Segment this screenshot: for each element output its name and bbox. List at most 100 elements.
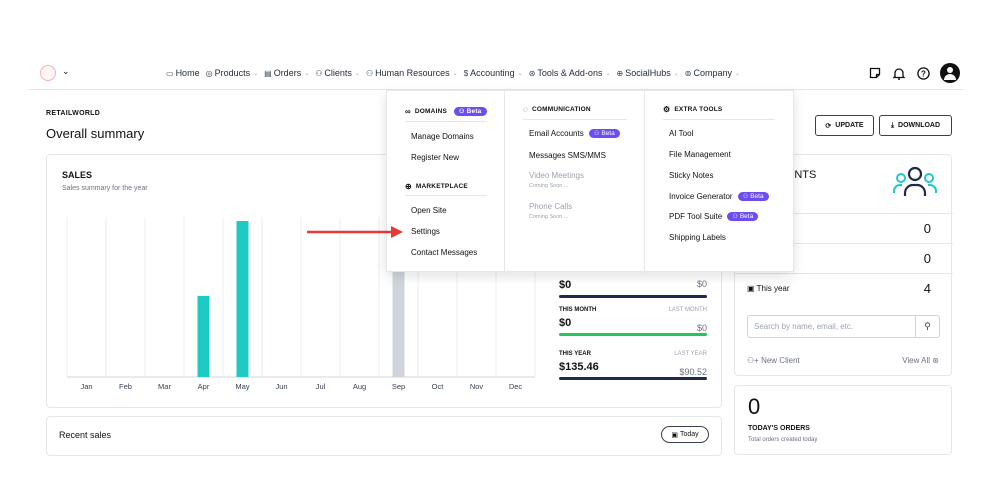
- menu-item-invoice-generator[interactable]: Invoice Generator ⚇ Beta: [669, 192, 769, 202]
- menu-item-email-accounts[interactable]: Email Accounts ⚇ Beta: [529, 129, 620, 139]
- beta-label: Beta: [750, 193, 764, 201]
- bell-icon[interactable]: [892, 66, 906, 80]
- menu-item-open-site[interactable]: Open Site: [411, 206, 447, 215]
- new-client-link[interactable]: ⚇+ New Client: [747, 356, 800, 365]
- menu-item-pdf-tool-suite[interactable]: PDF Tool Suite ⚇ Beta: [669, 212, 759, 222]
- update-button[interactable]: ⟳ UPDATE: [815, 115, 874, 136]
- recent-sales-title: Recent sales: [59, 430, 112, 440]
- nav-item-products[interactable]: ◎ Products ⌄: [206, 68, 259, 78]
- download-button[interactable]: ⤓ DOWNLOAD: [879, 115, 952, 136]
- orders-count: 0: [748, 394, 761, 419]
- bar-may[interactable]: [236, 221, 249, 377]
- menu-item-manage-domains[interactable]: Manage Domains: [411, 132, 474, 141]
- nav-item-clients[interactable]: ⚇ Clients ⌄: [315, 68, 360, 78]
- menu-item-shipping-labels[interactable]: Shipping Labels: [669, 233, 726, 242]
- nav-label: Orders: [273, 68, 302, 78]
- company-logo[interactable]: [40, 65, 56, 81]
- client-search: ⚲: [747, 315, 940, 338]
- domains-heading-label: DOMAINS: [414, 108, 448, 115]
- sticky-note-icon[interactable]: [868, 66, 882, 80]
- sales-title: SALES: [62, 170, 93, 180]
- nav-label: Accounting: [470, 68, 515, 78]
- main-menu: ▭ Home ◎ Products ⌄ ▤ Orders ⌄ ⚇ Clients ⌄ ⚇ Human R…: [166, 68, 740, 78]
- coming-soon-label: Coming Soon ...: [529, 183, 569, 189]
- chevron-down-icon: ⌄: [253, 70, 259, 77]
- view-all-link[interactable]: View All ⊛: [902, 356, 939, 365]
- menu-item-file-management[interactable]: File Management: [669, 150, 731, 159]
- download-icon: ⤓: [890, 121, 895, 129]
- month-bar: [559, 333, 707, 336]
- beta-label: Beta: [601, 130, 615, 138]
- beta-label: Beta: [739, 213, 754, 221]
- menu-item-contact-messages[interactable]: Contact Messages: [411, 248, 478, 257]
- help-icon[interactable]: ?: [916, 66, 930, 80]
- beta-badge: ⚇ Beta: [737, 192, 769, 202]
- marketplace-heading: ⊕ MARKETPLACE: [405, 182, 468, 191]
- year-label: THIS YEAR: [559, 351, 591, 357]
- nav-item-human-resources[interactable]: ⚇ Human Resources ⌄: [366, 68, 458, 78]
- chevron-down-icon[interactable]: ⌄: [62, 66, 70, 76]
- nav-item-company[interactable]: ⊚ Company ⌄: [685, 68, 740, 78]
- annotation-arrow: [307, 226, 403, 238]
- nav-item-orders[interactable]: ▤ Orders ⌄: [264, 68, 309, 78]
- menu-item-settings[interactable]: Settings: [411, 227, 440, 236]
- menu-item-register-new[interactable]: Register New: [411, 153, 460, 162]
- menu-item-sticky-notes[interactable]: Sticky Notes: [669, 171, 714, 180]
- x-tick-label: Apr: [198, 382, 210, 391]
- refresh-icon: ⟳: [825, 122, 832, 130]
- x-tick-label: Jul: [316, 382, 326, 391]
- menu-item-ai-tool[interactable]: AI Tool: [669, 129, 694, 138]
- page-title: Overall summary: [46, 126, 145, 141]
- last-month-label: LAST MONTH: [668, 307, 707, 313]
- new-client-label: New Client: [761, 356, 800, 365]
- nav-item-home[interactable]: ▭ Home: [166, 68, 200, 78]
- dropdown-col-domains: ∞ DOMAINS ⚇ Beta Manage Domains Register …: [387, 91, 505, 273]
- nav-label: Company: [693, 68, 732, 78]
- extra-tools-heading: ⚙ EXTRA TOOLS: [663, 105, 722, 114]
- search-button[interactable]: ⚲: [915, 316, 939, 337]
- sales-chart: Jan Feb Mar Apr May Jun Jul Aug Sep Oct Nov Dec: [66, 217, 536, 391]
- tools-dropdown: ∞ DOMAINS ⚇ Beta Manage Domains Register …: [386, 90, 794, 273]
- bar-sep[interactable]: [392, 256, 405, 377]
- date-filter-button[interactable]: ▣ Today: [661, 426, 709, 443]
- communication-heading-label: COMMUNICATION: [531, 106, 591, 113]
- clients-title: ENTS: [787, 169, 817, 181]
- user-icon: ⚇: [459, 109, 465, 115]
- add-user-icon: ⚇+: [747, 356, 759, 365]
- nav-icon: ⚇: [365, 68, 374, 78]
- bar-apr[interactable]: [197, 295, 210, 377]
- nav-item-socialhubs[interactable]: ⊕ SocialHubs ⌄: [616, 68, 678, 78]
- svg-text:?: ?: [921, 69, 926, 78]
- x-tick-label: Jan: [80, 382, 92, 391]
- user-avatar[interactable]: [940, 63, 960, 83]
- divider: [663, 119, 775, 120]
- nav-label: Tools & Add-ons: [537, 68, 603, 78]
- beta-badge: ⚇ Beta: [727, 212, 759, 222]
- last-year-label: LAST YEAR: [674, 351, 707, 357]
- nav-item-tools-add-ons[interactable]: ⊛ Tools & Add-ons ⌄: [529, 68, 611, 78]
- nav-item-accounting[interactable]: $ Accounting ⌄: [464, 68, 523, 78]
- chevron-down-icon: ⌄: [605, 70, 611, 77]
- month-value: $0: [559, 317, 572, 329]
- menu-item-phone-calls: Phone Calls: [529, 202, 573, 211]
- summary-today: $0 $0: [559, 275, 707, 298]
- email-accounts-label: Email Accounts: [529, 129, 584, 138]
- chevron-down-icon: ⌄: [304, 70, 310, 77]
- user-icon: ⚇: [742, 194, 749, 201]
- orders-card: 0 TODAY'S ORDERS Total orders created to…: [734, 385, 952, 455]
- update-label: UPDATE: [835, 122, 864, 129]
- x-tick-label: Aug: [353, 382, 366, 391]
- summary-year: THIS YEAR LAST YEAR $135.46 $90.52: [559, 351, 707, 385]
- dropdown-col-communication: ◌ COMMUNICATION Email Accounts ⚇ Beta Mes…: [505, 91, 645, 273]
- divider: [405, 121, 487, 122]
- chevron-down-icon: ⌄: [452, 70, 458, 77]
- x-tick-label: May: [235, 382, 249, 391]
- orders-subtitle: Total orders created today: [748, 437, 818, 443]
- client-search-input[interactable]: [748, 316, 918, 337]
- download-label: DOWNLOAD: [898, 122, 941, 129]
- menu-item-video-meetings: Video Meetings: [529, 171, 584, 180]
- chat-icon: ◌: [523, 105, 528, 114]
- link-icon: ∞: [405, 107, 411, 116]
- chevron-down-icon: ⌄: [673, 70, 679, 77]
- menu-item-messages[interactable]: Messages SMS/MMS: [529, 151, 606, 160]
